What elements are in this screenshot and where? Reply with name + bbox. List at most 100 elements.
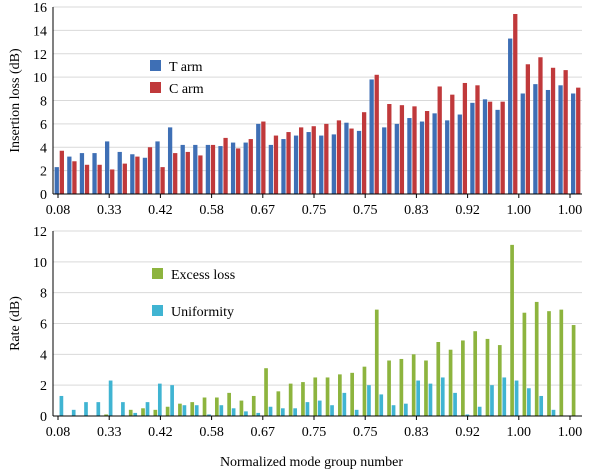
bar-c-arm: [513, 14, 518, 195]
bar-uniformity: [280, 408, 285, 416]
bar-c-arm: [563, 70, 568, 194]
x-tick-label: 1.00: [558, 203, 583, 218]
bar-t-arm: [155, 141, 160, 194]
bar-uniformity: [391, 405, 396, 416]
bar-c-arm: [324, 123, 329, 194]
y-tick-label: 14: [33, 24, 47, 39]
bar-uniformity: [539, 395, 544, 416]
x-tick-label: 0.92: [455, 203, 480, 218]
bar-c-arm: [147, 147, 153, 194]
bar-uniformity: [268, 406, 273, 416]
bar-excess-loss: [399, 358, 404, 416]
bar-excess-loss: [301, 382, 305, 416]
bar-c-arm: [72, 161, 77, 194]
bar-excess-loss: [153, 409, 158, 416]
bar-t-arm: [432, 113, 437, 194]
x-tick-label: 0.08: [46, 203, 71, 218]
bar-c-arm: [576, 87, 581, 194]
y-axis-title: Insertion loss (dB): [8, 48, 23, 153]
bar-t-arm: [142, 157, 148, 194]
legend-label: Uniformity: [171, 305, 234, 320]
bar-t-arm: [344, 122, 349, 194]
bar-excess-loss: [461, 340, 465, 416]
x-tick-label: 0.08: [46, 425, 71, 440]
bar-c-arm: [399, 105, 405, 194]
x-tick-label: 0.33: [97, 203, 122, 218]
bar-uniformity: [453, 392, 457, 416]
bar-c-arm: [248, 139, 253, 194]
bar-uniformity: [108, 380, 113, 416]
bar-t-arm: [243, 142, 248, 194]
bar-t-arm: [419, 121, 425, 194]
bar-t-arm: [407, 118, 412, 194]
legend-swatch: [152, 305, 163, 316]
x-tick-label: 0.92: [455, 425, 480, 440]
bar-t-arm: [54, 167, 59, 194]
bar-excess-loss: [510, 244, 514, 416]
bar-uniformity: [194, 405, 199, 416]
bar-t-arm: [482, 99, 488, 194]
x-tick-label: 0.33: [97, 425, 122, 440]
bar-excess-loss: [214, 397, 219, 416]
bar-excess-loss: [411, 354, 416, 416]
bar-uniformity: [305, 402, 310, 416]
bar-uniformity: [465, 414, 470, 416]
bar-excess-loss: [239, 400, 244, 416]
legend-label: Excess loss: [171, 268, 235, 283]
y-tick-label: 16: [33, 1, 47, 16]
legend-label: C arm: [169, 82, 204, 97]
bar-c-arm: [311, 126, 316, 194]
bar-t-arm: [281, 139, 286, 194]
y-tick-label: 10: [33, 71, 47, 86]
x-tick-label: 0.75: [302, 203, 327, 218]
bar-uniformity: [170, 385, 174, 416]
y-tick-label: 6: [40, 118, 47, 133]
bar-excess-loss: [227, 392, 231, 416]
bar-t-arm: [356, 130, 362, 194]
bar-t-arm: [67, 156, 72, 194]
bar-c-arm: [135, 156, 140, 194]
x-tick-label: 0.42: [148, 203, 173, 218]
bar-uniformity: [514, 380, 519, 416]
bar-c-arm: [160, 167, 165, 194]
y-tick-label: 2: [40, 165, 47, 180]
bar-uniformity: [551, 409, 556, 416]
bar-uniformity: [502, 377, 507, 416]
bar-excess-loss: [362, 366, 367, 416]
x-tick-label: 0.75: [353, 203, 378, 218]
bar-t-arm: [306, 132, 311, 194]
bar-t-arm: [230, 142, 236, 194]
bar-c-arm: [223, 137, 228, 194]
bar-excess-loss: [276, 391, 281, 416]
bar-excess-loss: [350, 372, 355, 416]
x-tick-label: 0.67: [251, 203, 276, 218]
y-tick-label: 0: [40, 188, 47, 203]
bar-t-arm: [571, 93, 576, 194]
legend-swatch: [152, 268, 163, 279]
legend-swatch: [150, 82, 161, 93]
bar-t-arm: [193, 144, 198, 194]
bar-c-arm: [450, 94, 455, 194]
y-tick-label: 8: [40, 287, 47, 302]
bar-c-arm: [59, 150, 64, 194]
bar-t-arm: [319, 135, 324, 194]
bar-uniformity: [428, 383, 433, 416]
bar-uniformity: [354, 409, 359, 416]
bar-c-arm: [487, 101, 493, 194]
bar-c-arm: [173, 153, 178, 194]
bar-t-arm: [558, 85, 563, 194]
bar-excess-loss: [313, 377, 318, 416]
bar-excess-loss: [559, 309, 564, 416]
bar-uniformity: [490, 385, 494, 416]
bar-c-arm: [185, 151, 190, 194]
bar-c-arm: [525, 64, 531, 194]
rate-chart: 0 2 4 6 8 10 12 0.08 0.33 0.42 0.58 0.67 0.75 0.75 0.8…: [8, 225, 582, 470]
bar-c-arm: [387, 104, 392, 194]
x-tick-label: 0.67: [251, 425, 276, 440]
bar-excess-loss: [141, 408, 145, 416]
bar-t-arm: [117, 151, 122, 194]
bar-c-arm: [437, 86, 442, 194]
bar-c-arm: [210, 144, 216, 194]
bar-uniformity: [157, 383, 162, 416]
bar-excess-loss: [473, 331, 478, 416]
